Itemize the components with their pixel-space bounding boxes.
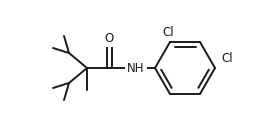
- Text: Cl: Cl: [221, 51, 233, 65]
- Text: NH: NH: [127, 62, 145, 76]
- Text: O: O: [104, 32, 114, 46]
- Text: Cl: Cl: [162, 25, 174, 39]
